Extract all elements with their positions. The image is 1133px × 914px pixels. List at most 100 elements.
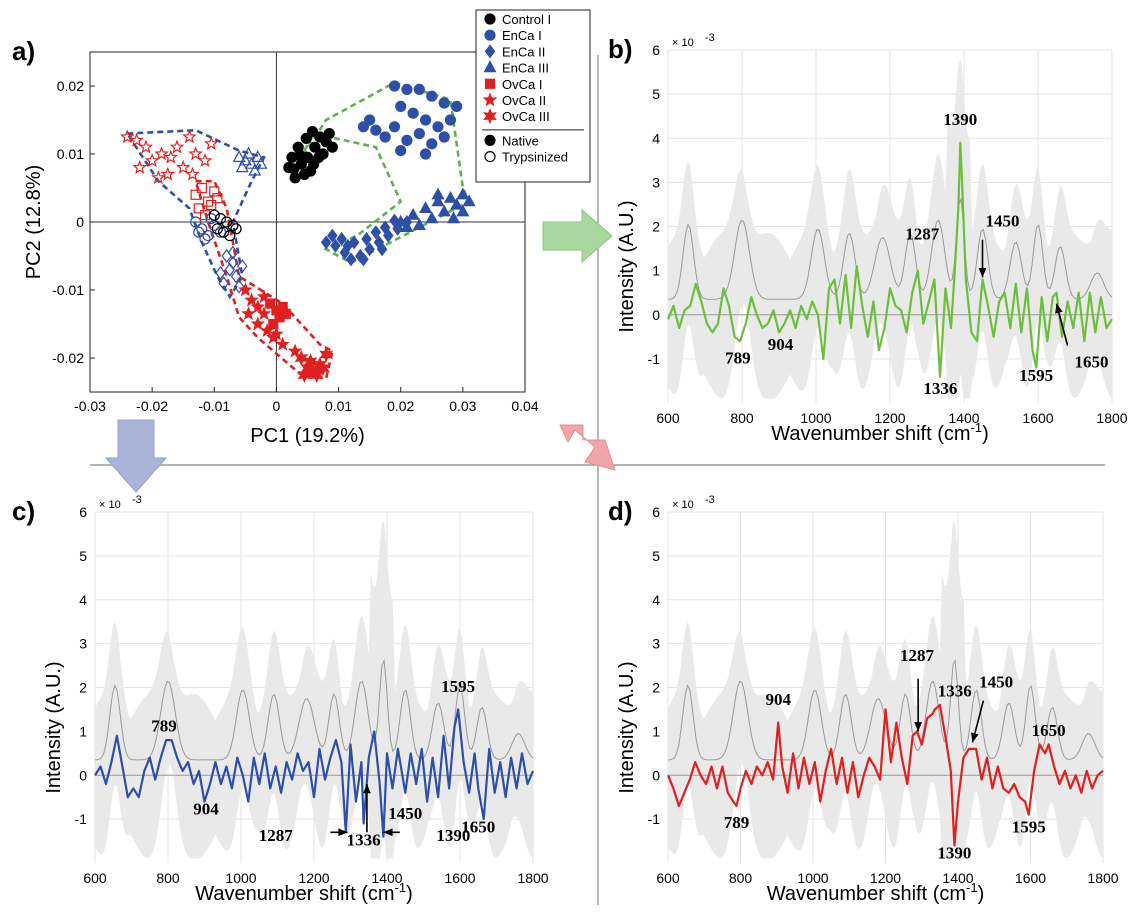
peak-label: 1287 — [905, 225, 940, 244]
data-point — [361, 232, 372, 246]
panel-a-scatter: a) -0.03 -0.02 -0.01 0 0.01 0.02 0.03 0.04 0.02 0.… — [12, 9, 591, 447]
x-tick-label: 800 — [729, 870, 753, 886]
data-point — [323, 128, 335, 140]
data-point — [237, 259, 248, 274]
data-point — [444, 114, 457, 126]
data-point — [327, 228, 338, 243]
data-point — [208, 209, 220, 221]
data-point — [275, 336, 290, 351]
peak-label: 1287 — [259, 826, 294, 845]
x-tick-label: 0 — [273, 398, 281, 414]
data-point — [376, 242, 388, 257]
reference-band — [668, 522, 1103, 859]
data-point — [309, 141, 321, 153]
y-axis-label: Intensity (A.U.) — [43, 661, 65, 793]
data-point — [197, 153, 213, 168]
data-point — [182, 129, 197, 144]
x-axis-label: Wavenumber shift (cm-1) — [771, 420, 989, 445]
data-point — [241, 146, 255, 159]
peak-arrow-head — [1055, 303, 1063, 314]
data-point — [426, 90, 438, 102]
data-point — [345, 252, 357, 267]
peak-label: 904 — [765, 690, 791, 709]
data-point — [364, 242, 375, 257]
panel-c-label: c) — [12, 496, 35, 526]
data-point — [221, 216, 233, 228]
data-point — [379, 220, 391, 235]
data-point — [196, 182, 207, 194]
y-tick-label: 6 — [652, 504, 660, 520]
peak-label: 904 — [768, 335, 794, 354]
legend-marker — [484, 134, 496, 146]
y-multiplier-exponent: -3 — [705, 32, 715, 44]
data-point — [413, 128, 425, 140]
y-multiplier-exponent: -3 — [132, 494, 142, 506]
legend-label: Control I — [502, 12, 551, 27]
data-point — [395, 145, 407, 157]
data-point — [348, 235, 360, 250]
y-tick-label: 3 — [79, 636, 87, 652]
x-tick-label: 0.03 — [449, 398, 476, 414]
peak-label: 1595 — [441, 677, 475, 696]
data-point — [205, 213, 217, 225]
data-point — [450, 197, 464, 210]
data-point — [218, 226, 230, 238]
legend-label: OvCa III — [502, 109, 550, 124]
data-point — [357, 121, 370, 133]
data-point — [388, 80, 401, 92]
data-point — [193, 226, 205, 238]
x-tick-label: 1200 — [870, 870, 901, 886]
data-point — [401, 215, 413, 229]
peak-arrow-head — [383, 828, 393, 837]
data-point — [190, 189, 201, 200]
data-point — [154, 146, 169, 161]
peak-label: 1450 — [986, 212, 1020, 231]
peak-label: 789 — [151, 716, 177, 735]
y-tick-label: -1 — [75, 811, 88, 827]
peak-label: 1336 — [938, 681, 972, 700]
data-point — [199, 233, 211, 245]
peak-label: 1650 — [1075, 353, 1109, 372]
reference-mean-line — [94, 658, 534, 761]
green-arrow-to-b — [542, 208, 613, 264]
x-tick-label: 1000 — [797, 870, 828, 886]
x-tick-label: 1400 — [371, 870, 402, 886]
x-tick-label: 600 — [83, 870, 107, 886]
panel-b-label: b) — [608, 34, 633, 64]
y-tick-label: -1 — [648, 351, 661, 367]
y-tick-label: 4 — [652, 130, 660, 146]
y-tick-label: 3 — [652, 174, 660, 190]
peak-label: 789 — [725, 348, 751, 367]
y-tick-label: 4 — [652, 592, 660, 608]
data-point — [451, 100, 463, 113]
data-point — [438, 97, 450, 109]
peak-label: 1390 — [937, 844, 971, 863]
x-tick-label: 1600 — [1015, 870, 1046, 886]
data-point — [196, 223, 208, 235]
peak-label: 1450 — [388, 804, 422, 823]
data-point — [151, 170, 166, 185]
data-point — [214, 213, 227, 225]
y-multiplier: × 10 — [672, 499, 694, 511]
y-axis-label: Intensity (A.U.) — [616, 661, 638, 793]
data-point — [233, 279, 245, 294]
difference-spectrum-line — [666, 703, 1104, 847]
data-point — [259, 323, 275, 338]
y-tick-label: 6 — [79, 504, 87, 520]
legend-marker — [484, 29, 496, 41]
data-point — [364, 114, 376, 126]
y-tick-label: 5 — [79, 548, 87, 564]
data-point — [342, 238, 354, 253]
x-tick-label: 1800 — [1096, 410, 1127, 426]
data-point — [251, 150, 265, 162]
data-point — [224, 230, 236, 242]
x-tick-label: 600 — [656, 870, 680, 886]
y-tick-label: 5 — [652, 86, 660, 102]
x-tick-label: -0.03 — [74, 398, 106, 414]
y-tick-label: 2 — [652, 219, 660, 235]
y-tick-label: 5 — [652, 548, 660, 564]
y-tick-label: 0 — [652, 767, 660, 783]
y-tick-label: -0.01 — [52, 282, 84, 298]
data-point — [218, 276, 229, 291]
data-point — [413, 83, 425, 96]
